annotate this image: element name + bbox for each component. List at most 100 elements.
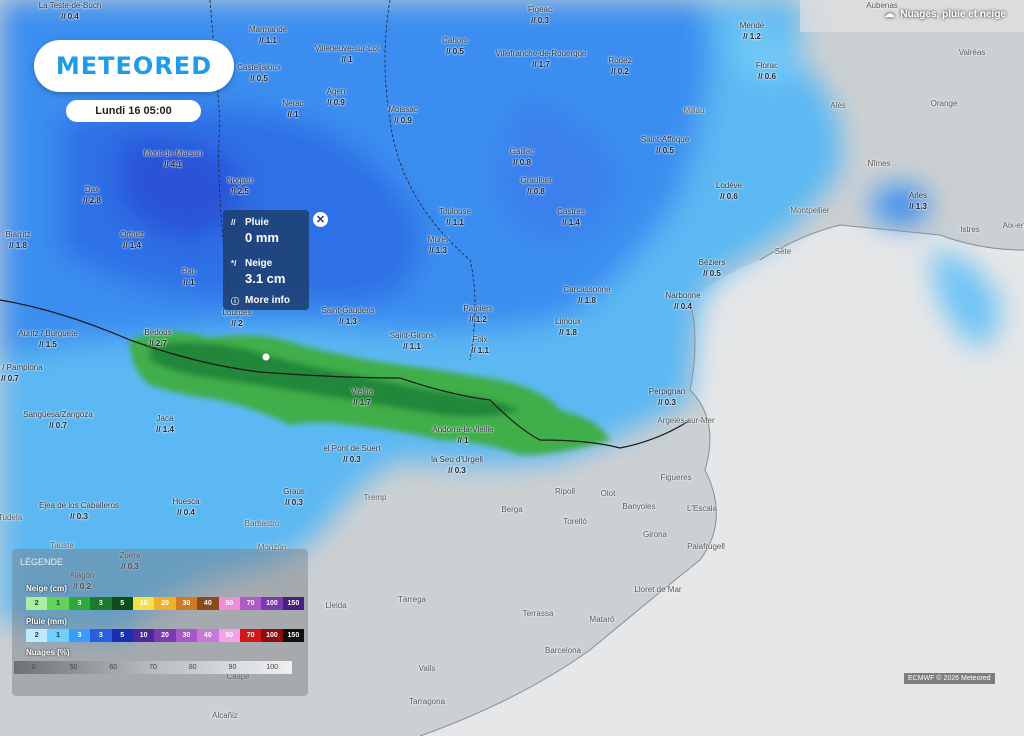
city-label[interactable]: Biarritz // 1.8	[6, 229, 31, 251]
city-label[interactable]: Casteljaloux // 0.5	[237, 62, 281, 84]
location-marker[interactable]	[262, 353, 270, 361]
city-label[interactable]: Valls	[419, 663, 436, 674]
city-label[interactable]: Rodez // 0.2	[608, 55, 631, 77]
city-label[interactable]: Perpignan // 0.3	[649, 386, 685, 408]
city-label[interactable]: Mataró	[590, 614, 615, 625]
city-label[interactable]: Figueres	[660, 472, 691, 483]
city-label[interactable]: Andorra-la-Vieille // 1	[432, 424, 493, 446]
city-label[interactable]: Orthez // 1.4	[120, 229, 144, 251]
city-label[interactable]: Agen // 0.9	[327, 86, 346, 108]
city-label[interactable]: Saint-Affrique // 0.5	[641, 134, 689, 156]
city-label[interactable]: Aix-en	[1003, 220, 1024, 231]
city-label[interactable]: Alagón // 0.2	[70, 570, 95, 592]
city-label[interactable]: Argelès-sur-Mer	[657, 415, 714, 426]
city-label[interactable]: Saint-Gaudens // 1.3	[321, 305, 374, 327]
city-label[interactable]: Zuera // 0.3	[120, 550, 141, 572]
city-label[interactable]: Banyoles	[623, 501, 656, 512]
city-name: Tarragona	[408, 697, 446, 706]
city-label[interactable]: Jaca // 1.4	[156, 413, 174, 435]
city-label[interactable]: Valréas	[959, 47, 986, 58]
date-time-badge[interactable]: Lundi 16 05:00	[66, 100, 201, 122]
city-label[interactable]: Girona	[643, 529, 667, 540]
city-label[interactable]: Ripoll	[555, 486, 575, 497]
city-label[interactable]: la Seu d'Urgell // 0.3	[431, 454, 483, 476]
city-label[interactable]: Auritz / Burguete // 1.5	[18, 328, 78, 350]
city-label[interactable]: Mont-de-Marsan // 4.1	[144, 148, 203, 170]
scale-swatch: 40	[197, 597, 219, 610]
city-label[interactable]: Pau // 1	[182, 266, 196, 288]
city-precip-value: // 0.6	[758, 72, 776, 81]
city-label[interactable]: Lleida	[325, 600, 346, 611]
scale-swatch: 100	[261, 629, 283, 642]
city-label[interactable]: Graulhet // 0.8	[521, 175, 552, 197]
city-label[interactable]: Villefranche-de-Rouergue // 1.7	[495, 48, 586, 70]
city-label[interactable]: Lloret de Mar	[634, 584, 681, 595]
city-label[interactable]: Moissac // 0.9	[388, 104, 417, 126]
city-label[interactable]: Figeac // 0.3	[528, 4, 552, 26]
city-label[interactable]: Millau	[684, 105, 705, 116]
city-label[interactable]: Muret // 1.3	[428, 234, 448, 256]
city-label[interactable]: Castres // 1.4	[557, 206, 585, 228]
city-label[interactable]: Lodève // 0.6	[716, 180, 742, 202]
meteored-logo[interactable]: METEORED	[34, 40, 234, 92]
city-label[interactable]: Sangüesa/Zangoza // 0.7	[23, 409, 92, 431]
city-label[interactable]: Orange	[931, 98, 958, 109]
city-label[interactable]: Mende // 1.2	[740, 20, 764, 42]
city-label[interactable]: Alcañiz	[212, 710, 238, 721]
city-label[interactable]: Istres	[960, 224, 980, 235]
city-label[interactable]: La Teste-de-Buch // 0.4	[39, 0, 102, 22]
city-label[interactable]: Arles // 1.3	[909, 190, 927, 212]
city-label[interactable]: Béziers // 0.5	[699, 257, 726, 279]
city-label[interactable]: Tàrrega	[398, 594, 426, 605]
city-label[interactable]: Florac // 0.6	[756, 60, 778, 82]
city-label[interactable]: Dax // 2.8	[83, 184, 101, 206]
city-label[interactable]: Nérac // 1	[282, 98, 303, 120]
city-label[interactable]: Alès	[830, 100, 846, 111]
city-label[interactable]: Toulouse // 1.1	[439, 206, 471, 228]
close-icon[interactable]: ✕	[313, 212, 328, 227]
city-label[interactable]: Terrassa	[523, 608, 554, 619]
city-label[interactable]: el Pont de Suert // 0.3	[323, 443, 380, 465]
city-label[interactable]: Olot	[601, 488, 616, 499]
city-name: Figeac	[527, 5, 553, 14]
city-label[interactable]: Tremp	[364, 492, 387, 503]
city-label[interactable]: Villeneuve-sur-Lot // 1	[315, 43, 379, 65]
city-label[interactable]: Nogaro // 2.5	[227, 175, 253, 197]
city-label[interactable]: Sète	[775, 246, 791, 257]
city-label[interactable]: Berga	[501, 504, 522, 515]
city-label[interactable]: Iruñea / Pamplona // 0.7	[0, 362, 43, 384]
city-label[interactable]: Nîmes	[867, 158, 890, 169]
city-label[interactable]: Lourdes // 2	[223, 307, 252, 329]
city-label[interactable]: Aubenas	[866, 0, 898, 11]
more-info-link[interactable]: More info	[245, 295, 290, 306]
city-label[interactable]: Gaillac // 0.8	[510, 146, 534, 168]
info-popup: // Pluie 0 mm */ Neige 3.1 cm ⓘ More inf…	[223, 210, 309, 310]
city-label[interactable]: Bedous // 2.7	[144, 327, 171, 349]
city-label[interactable]: Carcassonne // 1.8	[563, 284, 610, 306]
city-label[interactable]: Torelló	[563, 516, 587, 527]
city-label[interactable]: Graus // 0.3	[283, 486, 305, 508]
city-label[interactable]: Tarragona	[409, 696, 445, 707]
city-label[interactable]: Barbastro	[245, 518, 280, 529]
city-label[interactable]: Tauste	[50, 540, 74, 551]
city-label[interactable]: Barcelona	[545, 645, 581, 656]
city-label[interactable]: Montpellier	[790, 205, 829, 216]
layer-selector[interactable]: ☁ Nuages, pluie et neige	[884, 9, 1006, 20]
city-label[interactable]: Caspe	[226, 671, 249, 682]
city-label[interactable]: Vielha // 1.7	[351, 386, 373, 408]
city-label[interactable]: Ejea de los Caballeros // 0.3	[39, 500, 119, 522]
city-label[interactable]: Saint-Girons // 1.1	[390, 330, 434, 352]
city-label[interactable]: Cahors // 0.5	[442, 35, 468, 57]
city-label[interactable]: Monzón	[258, 542, 286, 553]
city-label[interactable]: Pamiers // 1.2	[463, 303, 492, 325]
snow-scale-title: Neige (cm)	[26, 584, 67, 593]
city-label[interactable]: Tudela	[0, 512, 22, 523]
city-label[interactable]: Huesca // 0.4	[172, 496, 199, 518]
city-label[interactable]: L'Escala	[687, 503, 717, 514]
city-label[interactable]: Marmande // 1.1	[249, 24, 287, 46]
city-label[interactable]: Foix // 1.1	[471, 334, 489, 356]
city-label[interactable]: Palafrugell	[687, 541, 725, 552]
city-label[interactable]: Narbonne // 0.4	[665, 290, 700, 312]
city-label[interactable]: Limoux // 1.8	[555, 316, 581, 338]
